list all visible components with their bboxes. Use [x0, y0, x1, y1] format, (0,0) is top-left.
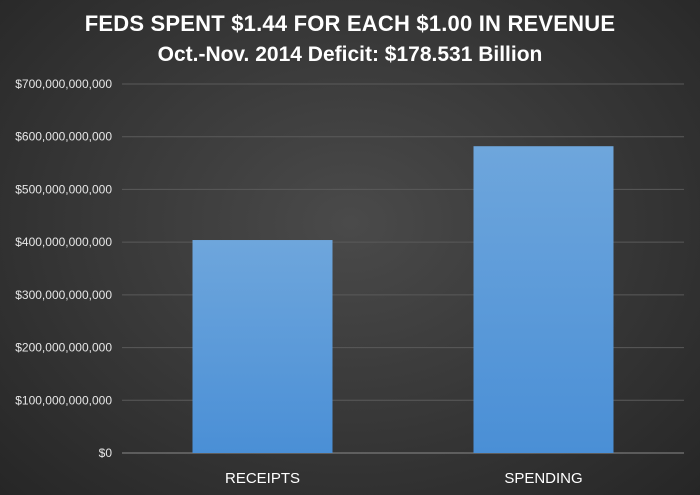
x-category-label: SPENDING [504, 470, 582, 487]
y-tick-label: $700,000,000,000 [15, 77, 112, 91]
bars [192, 146, 614, 453]
chart-title: FEDS SPENT $1.44 FOR EACH $1.00 IN REVEN… [84, 11, 616, 36]
y-tick-label: $0 [99, 446, 113, 460]
y-axis-ticks: $0 $100,000,000,000 $200,000,000,000 $300,0… [15, 77, 112, 460]
bar-spending [473, 146, 614, 453]
y-tick-label: $500,000,000,000 [15, 182, 112, 196]
y-tick-label: $400,000,000,000 [15, 235, 112, 249]
x-category-label: RECEIPTS [225, 470, 300, 487]
y-tick-label: $100,000,000,000 [15, 393, 112, 407]
x-axis-categories: RECEIPTS SPENDING [225, 470, 583, 487]
chart-subtitle: Oct.-Nov. 2014 Deficit: $178.531 Billion [157, 43, 543, 66]
y-tick-label: $200,000,000,000 [15, 341, 112, 355]
y-tick-label: $300,000,000,000 [15, 288, 112, 302]
y-tick-label: $600,000,000,000 [15, 130, 112, 144]
bar-receipts [192, 240, 333, 453]
